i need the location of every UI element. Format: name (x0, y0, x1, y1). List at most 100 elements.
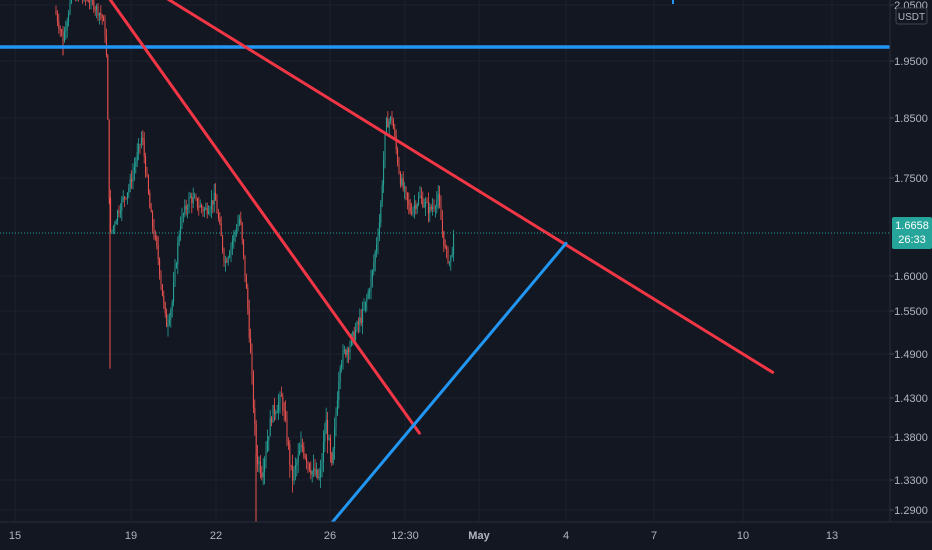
candle-body (374, 251, 376, 263)
candle-body (202, 208, 204, 212)
candle-body (401, 178, 403, 185)
candle-body (310, 469, 312, 475)
trendline-steep-resistance[interactable] (102, 0, 421, 435)
candle-body (286, 419, 288, 443)
candle-body (364, 301, 366, 309)
candle-body (188, 197, 190, 209)
price-tick-label: 1.4900 (894, 349, 928, 361)
candle-body (341, 363, 343, 368)
candle-body (370, 277, 372, 292)
time-axis: 15 19 22 26 12:30 May 4 7 10 13 (9, 530, 838, 542)
candle-body (338, 381, 340, 401)
candle-body (314, 467, 316, 475)
candle-body (191, 196, 193, 204)
candle-body (290, 464, 292, 467)
candle-body (229, 253, 231, 258)
time-axis-panel[interactable] (0, 522, 932, 550)
candle-body (426, 202, 428, 204)
candle-body (196, 198, 198, 208)
candle-body (94, 9, 96, 11)
candle-body (241, 223, 243, 240)
candle-body (174, 267, 176, 283)
candle-body (388, 121, 390, 128)
candle-body (266, 440, 268, 452)
candle-body (152, 212, 154, 227)
candle-body (129, 178, 131, 188)
current-price-value: 1.6658 (895, 220, 929, 232)
candle-body (276, 411, 278, 414)
candle-body (367, 291, 369, 298)
candle-body (189, 196, 191, 198)
candle-body (135, 161, 137, 167)
candle-body (145, 156, 147, 174)
candle-body (324, 433, 326, 442)
candle-body (259, 461, 261, 474)
candle-body (293, 469, 295, 481)
candle-body (159, 259, 161, 275)
candle-body (142, 137, 144, 141)
candle-body (297, 454, 299, 463)
candle-body (236, 230, 238, 233)
candle-body (447, 248, 449, 263)
candle-body (121, 199, 123, 212)
candle-body (433, 207, 435, 209)
candle-body (182, 213, 184, 216)
candle-body (279, 395, 281, 403)
candle-body (443, 230, 445, 246)
candle-body (331, 453, 333, 464)
candle-body (381, 185, 383, 203)
candle-body (231, 240, 233, 246)
trendline-main-resistance[interactable] (159, 0, 775, 374)
candle-body (108, 119, 110, 199)
candle-body (178, 234, 180, 243)
candle-body (119, 211, 121, 214)
candle-body (271, 418, 273, 423)
candle-body (328, 438, 330, 440)
candle-body (124, 196, 126, 198)
candle-body (432, 207, 434, 210)
candle-body (380, 202, 382, 223)
drawings[interactable] (0, 0, 890, 527)
candle-body (101, 14, 103, 18)
candle-body (352, 331, 354, 336)
unit-badge[interactable] (895, 7, 928, 25)
price-axis-panel[interactable] (890, 0, 932, 522)
candle-body (87, 0, 89, 2)
price-tick-label: 1.9500 (894, 56, 928, 68)
candle-body (269, 418, 271, 437)
current-price-box (892, 217, 932, 250)
candle-body (304, 455, 306, 458)
candle-body (409, 204, 411, 213)
candle-body (96, 6, 98, 10)
candle-body (61, 29, 63, 33)
candle-body (332, 448, 334, 464)
candle-body (292, 466, 294, 481)
candle-body (398, 162, 400, 174)
time-tick-label: May (468, 530, 490, 542)
candle-body (289, 444, 291, 465)
candle-body (93, 0, 95, 10)
trendline-support[interactable] (328, 241, 568, 527)
candle-body (373, 262, 375, 271)
candle-body (150, 208, 152, 213)
candle-body (146, 173, 148, 176)
candle-body (216, 200, 218, 213)
price-tick-label: 1.3800 (894, 432, 928, 444)
candle-body (110, 198, 112, 231)
candle-body (308, 463, 310, 470)
candle-body (359, 317, 361, 325)
candle-body (180, 226, 182, 235)
candle-body (321, 462, 323, 470)
candle-body (215, 192, 217, 201)
candle-body (318, 477, 320, 479)
candle-body (230, 245, 232, 254)
candle-body (283, 409, 285, 412)
candle-body (448, 261, 450, 263)
candle-body (147, 175, 149, 193)
price-tick-label: 1.2900 (894, 505, 928, 517)
candle-body (273, 405, 275, 414)
candle-body (397, 149, 399, 163)
candle-body (294, 465, 296, 470)
